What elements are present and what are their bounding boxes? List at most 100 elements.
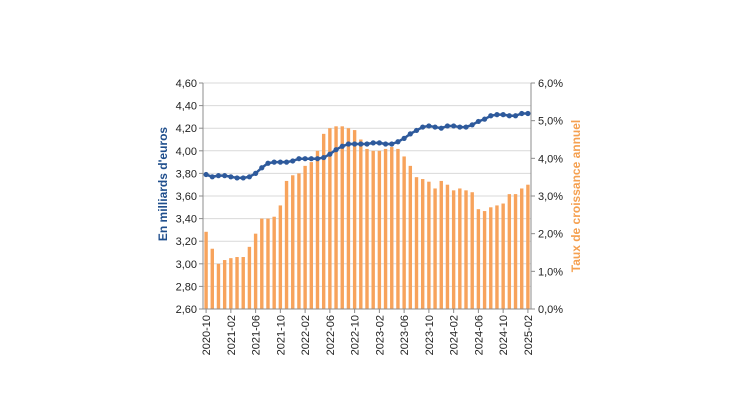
right-tick-label: 3,0% [538,191,563,203]
growth-bar [377,150,382,309]
amount-point [364,141,370,147]
growth-bar [315,150,320,309]
x-tick-label: 2024-10 [498,315,510,355]
x-tick-label: 2022-10 [350,315,362,355]
amount-point [314,156,321,162]
growth-bar [520,188,524,309]
amount-point [401,135,407,141]
left-tick-label: 3,00 [176,259,197,271]
right-axis-label: Taux de croissance annuel [569,120,583,273]
right-tick-label: 1,0% [538,266,563,278]
growth-bar [235,257,239,309]
growth-bar [352,130,357,309]
amount-point [240,175,246,181]
amount-point [413,127,420,134]
growth-bar [513,194,518,309]
amount-point [296,156,302,162]
growth-bar [445,184,450,309]
growth-bar [489,207,493,309]
growth-bar [340,126,344,309]
amount-point [519,110,525,117]
growth-bar [476,209,481,309]
growth-bar [284,180,289,309]
amount-point [327,151,333,157]
growth-bar [229,258,233,309]
growth-bar [321,133,326,309]
amount-point [481,116,488,122]
left-tick-label: 4,40 [176,101,197,113]
amount-point [525,110,531,117]
x-tick-label: 2023-06 [399,315,411,355]
amount-point [209,174,215,180]
amount-point [451,123,457,129]
x-tick-label: 2025-02 [523,315,535,355]
growth-bar [365,148,369,309]
amount-point [444,123,451,129]
amount-point [222,173,228,179]
growth-bar [334,126,338,309]
growth-bar [427,181,431,309]
growth-bar [371,150,375,309]
amount-point [321,154,327,161]
amount-point [506,113,512,119]
growth-bar [210,248,214,309]
right-tick-label: 5,0% [538,116,563,128]
left-tick-label: 4,60 [176,78,197,90]
amount-point [290,158,296,164]
left-tick-label: 3,80 [176,168,197,180]
growth-bar [482,211,487,309]
growth-bar [359,139,363,309]
amount-point [469,122,475,128]
x-tick-label: 2020-10 [201,315,213,355]
amount-point [488,113,494,119]
x-tick-label: 2023-10 [424,315,436,355]
growth-bar [241,257,245,309]
amount-point [376,140,382,146]
x-tick-label: 2021-06 [251,315,263,355]
amount-point [463,124,469,130]
growth-bar [260,218,264,309]
amount-point [308,156,314,162]
left-axis-ticks: 2,60 2,80 3,00 3,20 3,40 3,60 3,80 4,00 4,20 4,40… [176,78,203,316]
growth-bar [253,233,258,309]
amount-point [457,124,463,130]
x-tick-label: 2024-06 [473,315,485,355]
right-tick-label: 0,0% [538,304,563,316]
amount-point [352,141,358,147]
growth-bar [414,177,419,309]
amount-line-series [203,110,531,181]
amount-point [395,139,401,145]
growth-bar [408,165,413,309]
amount-point [389,141,395,147]
amount-point [302,156,308,162]
amount-point [203,171,209,178]
amount-point [358,141,364,147]
right-tick-label: 2,0% [538,229,563,241]
x-tick-label: 2023-02 [374,315,386,355]
left-tick-label: 4,00 [176,146,197,158]
amount-point [500,112,506,118]
amount-point [370,140,376,146]
growth-bar [328,128,332,309]
x-tick-label: 2024-02 [449,315,461,355]
amount-point [215,173,222,179]
growth-bar [526,184,530,309]
growth-bar [278,205,283,309]
x-tick-label: 2022-06 [325,315,337,355]
amount-point [333,147,339,153]
amount-point [228,174,234,180]
growth-bar [470,192,474,309]
amount-point [494,112,500,118]
right-tick-label: 4,0% [538,153,563,165]
growth-bar [402,156,406,309]
growth-bar [346,128,351,309]
x-tick-label: 2022-02 [300,315,312,355]
growth-bar [501,203,505,309]
left-axis-label: En milliards d'euros [156,127,170,242]
amount-point [420,124,426,130]
amount-point [512,113,519,119]
amount-point [253,170,259,176]
left-tick-label: 3,20 [176,236,197,248]
amount-point [426,123,432,129]
